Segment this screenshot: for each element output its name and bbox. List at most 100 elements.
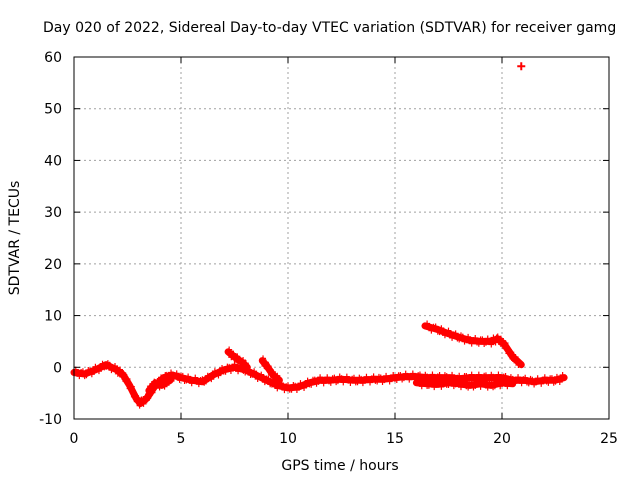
- data-point: [88, 371, 95, 378]
- data-point: [208, 376, 215, 383]
- data-point: [199, 376, 206, 383]
- data-point: [443, 373, 450, 380]
- data-point: [482, 372, 489, 379]
- x-tick-label: 5: [177, 431, 186, 447]
- data-point: [424, 373, 431, 380]
- y-tick-label: 40: [44, 153, 62, 169]
- data-point: [436, 329, 443, 336]
- data-point: [545, 379, 552, 386]
- data-point: [452, 381, 459, 388]
- data-point: [350, 374, 357, 381]
- data-point: [226, 346, 233, 353]
- data-point: [468, 340, 475, 347]
- y-tick-label: 0: [53, 360, 62, 376]
- data-point: [165, 379, 172, 386]
- data-point: [242, 369, 249, 376]
- data-point: [428, 327, 435, 334]
- data-point: [416, 371, 423, 378]
- data-point: [210, 372, 217, 379]
- data-point: [559, 371, 566, 378]
- data-point: [281, 387, 288, 394]
- data-point: [235, 355, 242, 362]
- data-point: [106, 361, 113, 368]
- data-point: [511, 357, 518, 364]
- data-point: [516, 361, 523, 368]
- data-point: [438, 383, 445, 390]
- data-point: [424, 320, 431, 327]
- data-point: [235, 368, 242, 375]
- data-point: [381, 377, 388, 384]
- data-point: [491, 383, 498, 390]
- data-point: [475, 371, 482, 378]
- data-point: [518, 380, 525, 387]
- data-point: [228, 354, 235, 361]
- data-point: [481, 378, 488, 385]
- data-point: [465, 333, 472, 340]
- data-point: [215, 372, 222, 379]
- data-point: [384, 375, 391, 382]
- data-point: [440, 327, 447, 334]
- data-point: [261, 379, 268, 386]
- data-point: [121, 371, 128, 378]
- data-point: [507, 378, 514, 385]
- data-point: [242, 361, 249, 368]
- data-point: [90, 368, 97, 375]
- data-point: [422, 378, 429, 385]
- data-point: [386, 378, 393, 385]
- data-point: [456, 336, 463, 343]
- data-point: [173, 370, 180, 377]
- outlier-point: [517, 62, 526, 71]
- data-point: [192, 374, 199, 381]
- data-point: [354, 379, 361, 386]
- data-point: [495, 371, 502, 378]
- data-point: [275, 378, 282, 385]
- data-point: [347, 379, 354, 386]
- data-point: [370, 373, 377, 380]
- series-layer: [70, 62, 568, 409]
- data-point: [500, 376, 507, 383]
- data-point: [103, 363, 110, 370]
- data-point: [265, 375, 272, 382]
- data-point: [338, 375, 345, 382]
- data-point: [308, 381, 315, 388]
- data-point: [301, 384, 308, 391]
- y-axis-label: SDTVAR / TECUs: [7, 181, 23, 296]
- data-point: [393, 377, 400, 384]
- data-point: [406, 376, 413, 383]
- data-point: [76, 373, 83, 380]
- data-point: [251, 368, 258, 375]
- data-point: [285, 382, 291, 389]
- data-point: [266, 366, 273, 373]
- data-point: [452, 330, 459, 337]
- data-point: [508, 349, 515, 356]
- data-point: [140, 400, 147, 407]
- data-point: [202, 378, 209, 385]
- data-point: [494, 333, 501, 340]
- data-point: [222, 368, 229, 375]
- data-point: [334, 378, 341, 385]
- x-tick-label: 15: [386, 431, 404, 447]
- x-tick-label: 20: [493, 431, 511, 447]
- data-point: [374, 378, 381, 385]
- data-point: [315, 378, 322, 385]
- data-point: [457, 384, 464, 391]
- data-point: [479, 336, 486, 343]
- data-point: [304, 377, 311, 384]
- data-point: [229, 365, 236, 372]
- data-point: [456, 372, 463, 379]
- data-point: [541, 374, 548, 381]
- data-point: [292, 382, 299, 389]
- data-point: [397, 372, 404, 379]
- data-point: [252, 371, 259, 378]
- data-point: [436, 371, 443, 378]
- data-point: [499, 380, 505, 387]
- data-point: [148, 385, 155, 392]
- data-point: [195, 381, 202, 388]
- data-point: [390, 371, 397, 378]
- data-point: [441, 377, 448, 384]
- x-tick-label: 0: [70, 431, 79, 447]
- data-point: [490, 373, 497, 380]
- data-point: [358, 375, 365, 382]
- data-point: [425, 382, 432, 389]
- data-point: [493, 334, 500, 341]
